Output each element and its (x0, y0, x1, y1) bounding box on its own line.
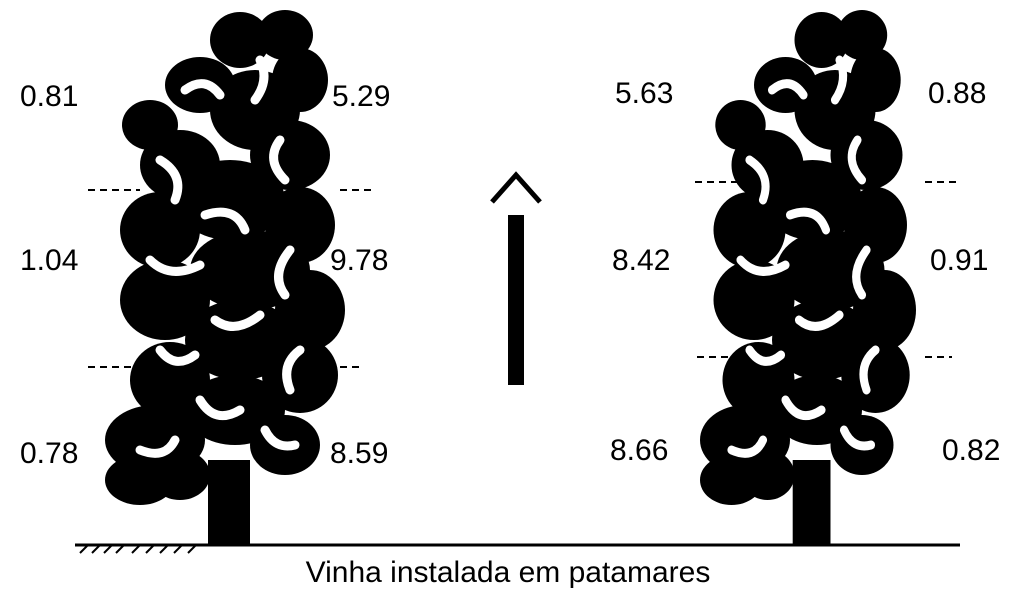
arrow-shaft (508, 215, 524, 385)
label: 0.82 (942, 434, 1000, 467)
label: 0.78 (20, 437, 78, 470)
label: 5.63 (615, 77, 673, 110)
label: 5.29 (332, 80, 390, 113)
label: 8.42 (612, 244, 670, 277)
label: 0.88 (928, 77, 986, 110)
caption: Vinha instalada em patamares (306, 556, 711, 589)
vine-right (700, 10, 916, 546)
arrow-head (490, 171, 542, 204)
ground-hatch (79, 544, 197, 554)
label: 8.59 (330, 437, 388, 470)
label: 0.81 (20, 80, 78, 113)
vine-left (105, 10, 345, 546)
label: 9.78 (330, 244, 388, 277)
label: 8.66 (610, 434, 668, 467)
label: 0.91 (930, 244, 988, 277)
label: 1.04 (20, 244, 78, 277)
